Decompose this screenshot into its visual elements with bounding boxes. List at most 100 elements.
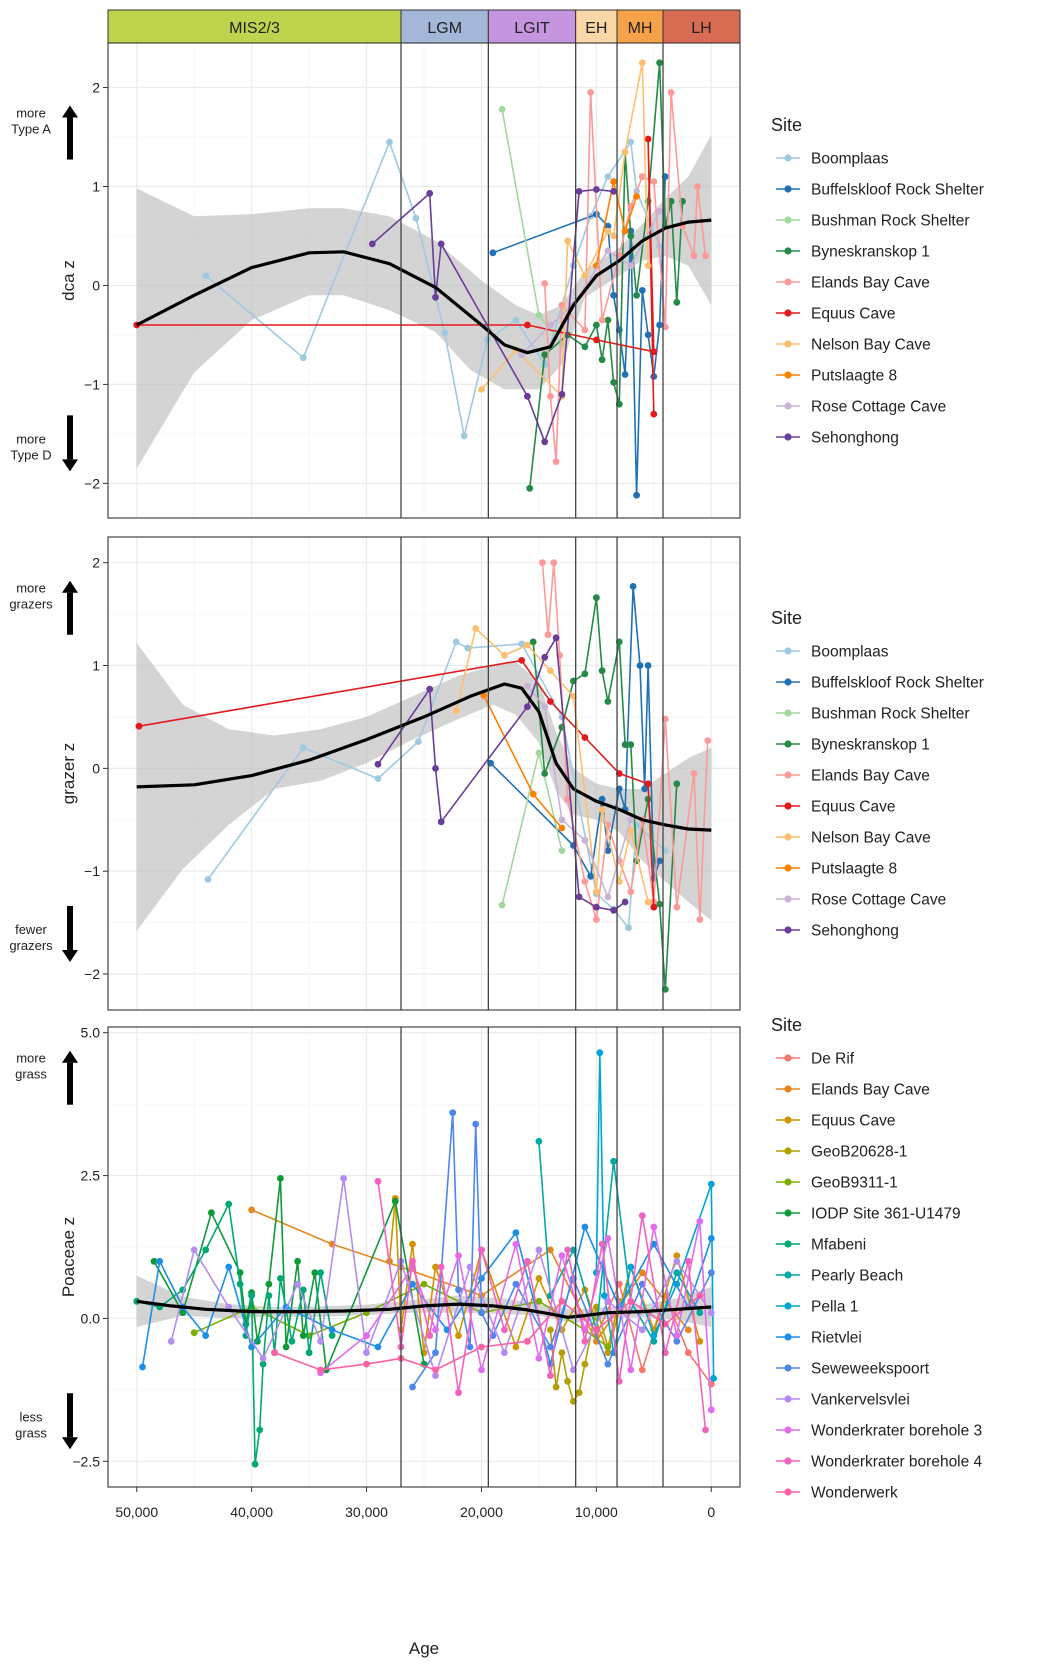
data-point — [581, 1337, 589, 1345]
annotation-bottom-line2: grazers — [9, 938, 53, 953]
series-nelson-bay-cave — [478, 59, 652, 400]
legend-item-sehonghong: Sehonghong — [811, 430, 899, 447]
data-point — [627, 1263, 635, 1271]
data-point — [466, 1343, 474, 1351]
data-point — [644, 898, 652, 906]
legend-item-pearly-beach: Pearly Beach — [811, 1268, 903, 1285]
data-point — [684, 1257, 692, 1265]
data-point — [156, 1257, 164, 1265]
data-point — [627, 826, 635, 834]
data-point — [702, 252, 709, 260]
data-point — [656, 207, 663, 215]
data-point — [524, 641, 531, 649]
data-point — [282, 1343, 290, 1351]
data-point — [535, 1137, 543, 1145]
data-point — [641, 785, 648, 793]
y-tick-label: −2 — [84, 966, 100, 982]
data-point — [598, 316, 606, 324]
annotation-bottom-line1: less — [19, 1409, 43, 1424]
y-tick-label: −1 — [84, 376, 100, 392]
data-point — [139, 1363, 146, 1371]
data-point — [524, 1337, 531, 1345]
legends: Site Boomplaas Buffelskloof Rock Shelter Bu… — [771, 115, 984, 1502]
annotation-bottom: fewer grazers — [9, 922, 53, 953]
data-point — [696, 1217, 704, 1225]
annotation-top-line2: grass — [15, 1067, 47, 1082]
legend-key-point — [784, 1333, 792, 1341]
data-point — [604, 1360, 612, 1368]
data-point — [673, 1332, 681, 1339]
data-point — [512, 1240, 520, 1248]
legend-item-equus-cave: Equus Cave — [811, 799, 895, 816]
legend-item-equus-cave: Equus Cave — [811, 1113, 895, 1130]
series-sehonghong — [368, 186, 617, 446]
data-point — [386, 138, 393, 146]
data-point — [277, 1275, 284, 1282]
annotation-bottom-line1: fewer — [15, 922, 47, 937]
data-point — [167, 1337, 175, 1345]
data-point — [498, 901, 506, 909]
data-point — [432, 1326, 439, 1334]
series-iodp-site-361-u1479 — [150, 1175, 428, 1374]
legend-item-mfabeni: Mfabeni — [811, 1237, 866, 1254]
annotation-top-line1: more — [16, 581, 46, 596]
data-point — [638, 287, 646, 294]
data-point — [432, 1349, 439, 1357]
legend-item-nelson-bay-cave: Nelson Bay Cave — [811, 337, 931, 354]
series-sehonghong — [374, 634, 629, 914]
data-point — [610, 291, 617, 299]
data-point — [550, 559, 558, 567]
data-point — [673, 1257, 681, 1265]
data-point — [179, 1309, 187, 1317]
period-strip: MIS2/3 LGM LGIT EH MH LH — [107, 9, 741, 44]
y-axis-title: grazer z — [59, 743, 78, 804]
arrow-down-head — [62, 459, 78, 472]
data-point — [627, 1297, 635, 1305]
series-line-putslaagte-8 — [595, 180, 638, 266]
x-tick-label: 30,000 — [345, 1504, 388, 1520]
annotation-bottom-line1: more — [16, 431, 46, 446]
data-point — [656, 59, 663, 67]
series-line-nelson-bay-cave — [480, 62, 649, 398]
legend-key-point — [784, 433, 792, 441]
data-point — [248, 1343, 256, 1351]
data-point — [478, 1366, 485, 1374]
data-point — [535, 1297, 543, 1305]
legend-key-point — [784, 1116, 792, 1124]
data-point — [409, 1257, 416, 1265]
legend-item-boomplaas: Boomplaas — [811, 151, 889, 168]
series-line-equus-cave — [136, 138, 655, 415]
data-point — [702, 1426, 709, 1434]
data-point — [587, 872, 594, 880]
legend-item-iodp-site-361-u1479: IODP Site 361-U1479 — [811, 1206, 961, 1223]
legend-key-point — [784, 1457, 792, 1465]
data-point — [558, 816, 566, 824]
data-point — [441, 329, 449, 337]
data-point — [564, 795, 571, 803]
y-axis-title: dca z — [59, 260, 78, 301]
series-byneskranskop-1 — [529, 594, 681, 993]
data-point — [547, 392, 554, 400]
smooth-trend-line — [136, 1299, 712, 1319]
legend-key-point — [784, 833, 792, 841]
data-point — [575, 1389, 583, 1397]
data-point — [317, 1269, 324, 1277]
annotation-bottom-line2: Type D — [10, 447, 51, 462]
data-point — [501, 1326, 508, 1334]
data-point — [412, 214, 420, 222]
data-point — [673, 903, 681, 911]
data-point — [673, 298, 681, 306]
data-point — [604, 1235, 612, 1242]
data-point — [644, 135, 652, 143]
data-point — [299, 1286, 307, 1294]
legend-item-geob20628-1: GeoB20628-1 — [811, 1144, 908, 1161]
data-point — [656, 900, 663, 908]
data-point — [489, 249, 497, 257]
legend-key-point — [784, 278, 792, 286]
data-point — [478, 386, 485, 393]
data-point — [625, 924, 632, 932]
legend-key-point — [784, 1302, 792, 1310]
annotation-top-line2: Type A — [11, 122, 51, 137]
data-point — [317, 1337, 324, 1345]
